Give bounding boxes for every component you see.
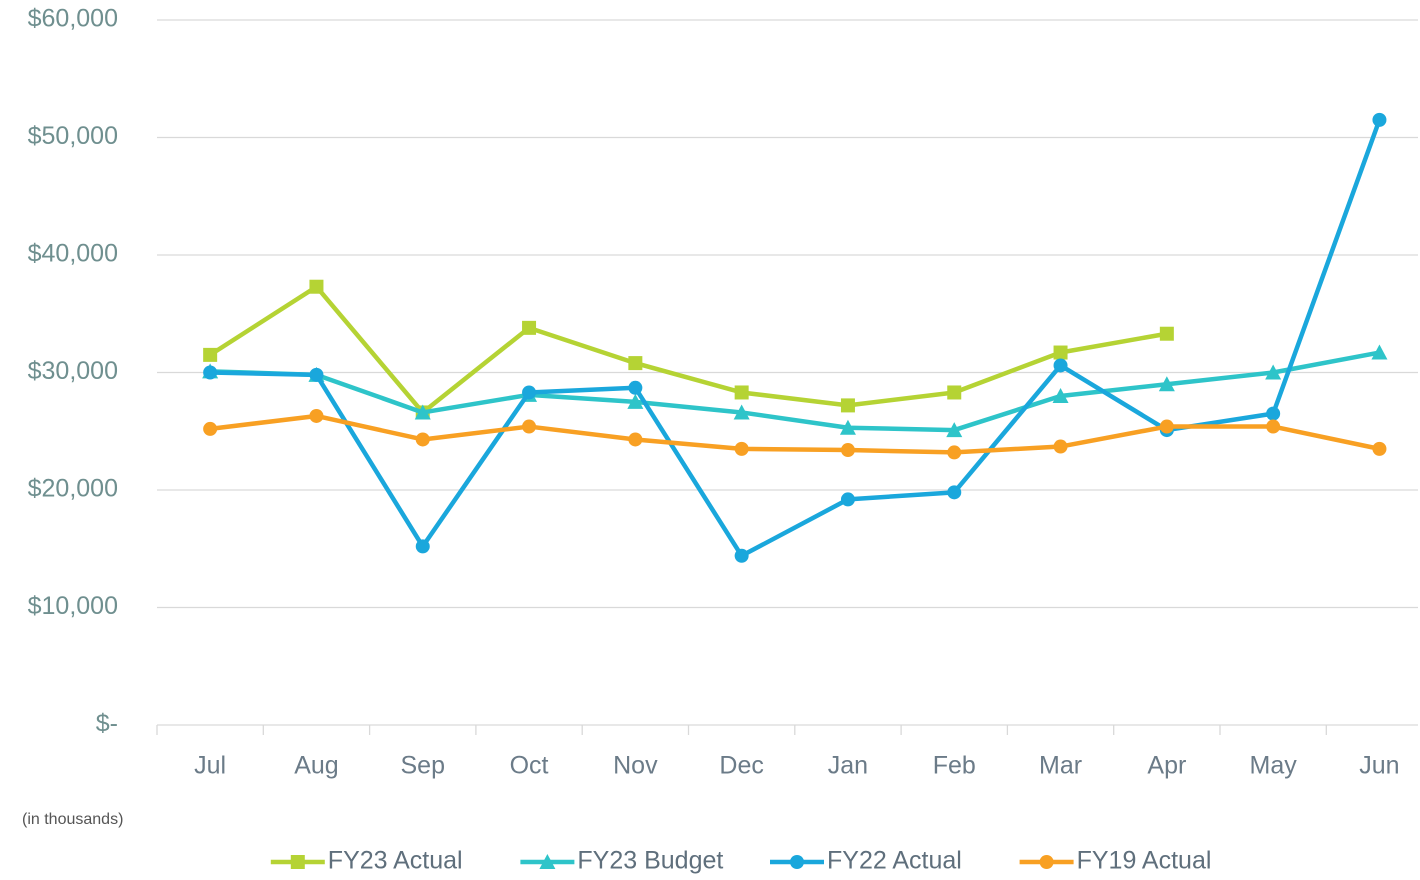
marker: [840, 443, 855, 458]
y-tick-label: $60,000: [28, 5, 118, 33]
x-tick-label: Sep: [401, 752, 445, 780]
marker: [1265, 364, 1282, 380]
x-tick-label: Jan: [828, 752, 868, 780]
y-tick-label: $10,000: [28, 592, 118, 620]
x-tick-label: Oct: [510, 752, 549, 780]
marker: [628, 432, 643, 447]
y-tick-label: $50,000: [28, 122, 118, 150]
y-tick-label: $20,000: [28, 475, 118, 503]
marker: [734, 548, 749, 563]
marker: [1052, 388, 1069, 403]
legend-label: FY23 Budget: [577, 847, 723, 875]
x-tick-label: Jul: [194, 752, 226, 780]
series: [203, 279, 1174, 420]
series: [203, 112, 1387, 563]
legend: FY23 Actual FY23 Budget FY22 Actual FY19 Ac…: [270, 847, 1212, 875]
y-tick-label: $-: [96, 710, 118, 738]
marker: [1039, 855, 1054, 869]
series-line: [208, 284, 1168, 415]
y-tick-label: $40,000: [28, 240, 118, 268]
marker: [1158, 376, 1175, 392]
series-line: [210, 350, 1380, 433]
marker: [522, 385, 537, 400]
series-line: [209, 413, 1380, 455]
marker: [840, 398, 855, 413]
marker: [1371, 344, 1388, 360]
marker: [946, 422, 963, 438]
marker: [203, 421, 218, 436]
marker: [539, 854, 556, 869]
annotation: (in thousands): [22, 811, 123, 828]
legend-label: FY23 Actual: [328, 847, 463, 875]
legend-label: FY22 Actual: [827, 847, 962, 875]
marker: [203, 347, 218, 362]
marker: [790, 855, 804, 869]
x-tick-label: Aug: [294, 752, 338, 780]
marker: [1053, 345, 1068, 360]
legend-label: FY19 Actual: [1077, 847, 1212, 875]
marker: [1372, 112, 1387, 127]
x-tick-label: Mar: [1039, 752, 1082, 780]
marker: [522, 320, 537, 335]
x-tick-label: Dec: [719, 752, 763, 780]
marker: [734, 441, 749, 456]
marker: [203, 365, 218, 380]
y-tick-label: $30,000: [28, 357, 118, 385]
marker: [1053, 358, 1068, 373]
marker: [522, 419, 537, 434]
x-tick-label: Feb: [933, 752, 976, 780]
marker: [1053, 439, 1068, 454]
marker: [1159, 326, 1174, 341]
x-tick-label: Nov: [613, 752, 658, 780]
marker: [734, 385, 749, 400]
marker: [1266, 406, 1281, 421]
marker: [309, 279, 324, 294]
marker: [733, 404, 750, 420]
marker: [1159, 419, 1174, 434]
marker: [627, 393, 644, 409]
marker: [290, 855, 305, 869]
x-tick-label: Apr: [1147, 752, 1186, 780]
x-tick-label: May: [1250, 752, 1298, 780]
marker: [415, 539, 430, 554]
marker: [309, 408, 324, 423]
x-tick-label: Jun: [1359, 752, 1399, 780]
marker: [840, 492, 855, 507]
marker: [1372, 441, 1387, 456]
marker: [414, 404, 431, 420]
marker: [947, 485, 962, 500]
marker: [309, 367, 324, 382]
marker: [947, 445, 962, 460]
marker: [415, 432, 430, 447]
marker: [628, 380, 643, 395]
series: [203, 408, 1387, 460]
marker: [839, 419, 856, 435]
marker: [1266, 419, 1281, 434]
marker: [628, 356, 643, 371]
marker: [947, 385, 962, 400]
